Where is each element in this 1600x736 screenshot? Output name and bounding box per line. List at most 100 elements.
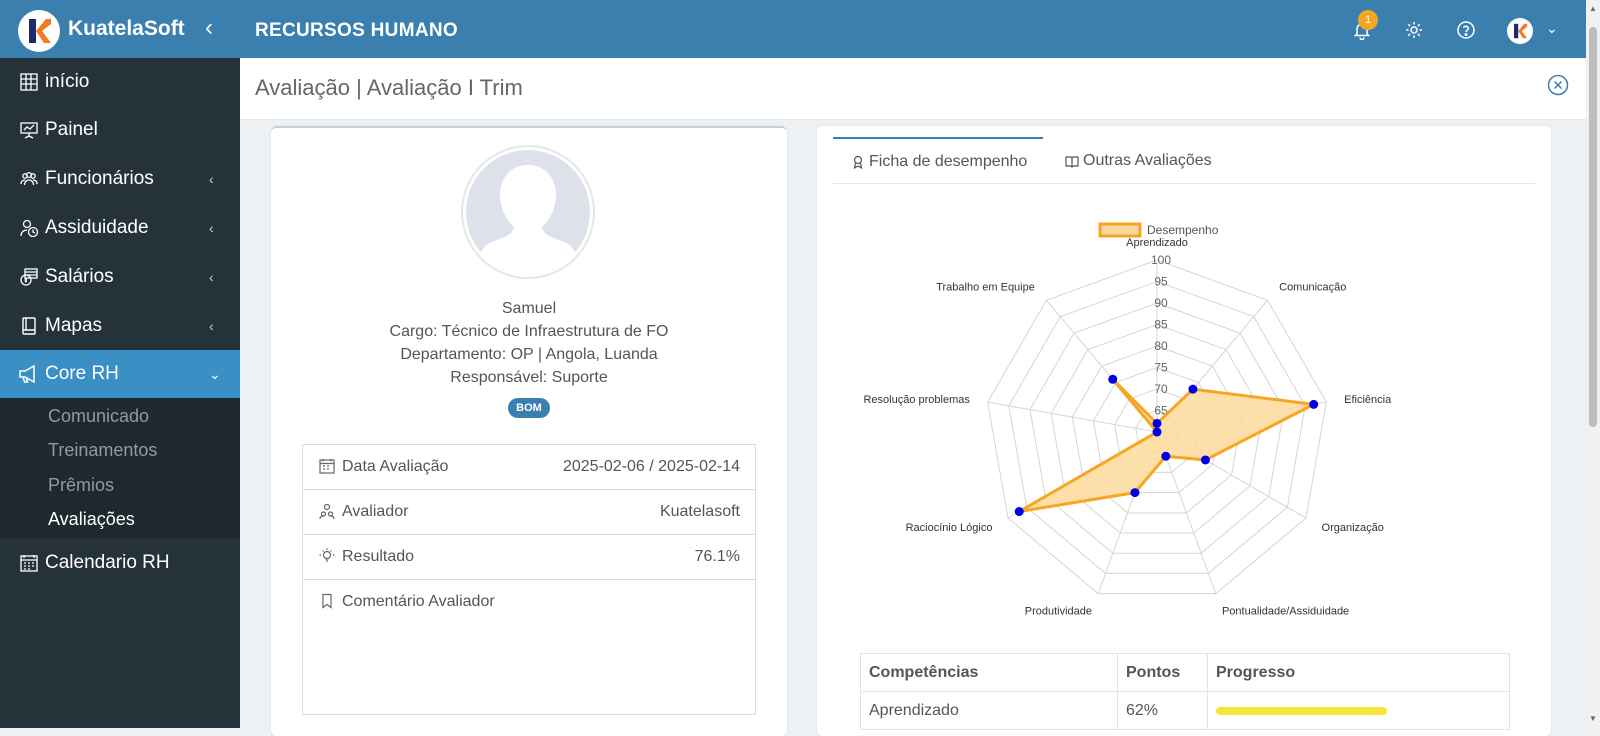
radar-chart-svg: 65 70 75 80 85 90 95 100 Aprendizado Comunicação E… (863, 222, 1392, 618)
progress-bar (1216, 706, 1387, 715)
employee-avatar (461, 145, 595, 279)
gear-icon[interactable] (1402, 18, 1426, 42)
module-title: RECURSOS HUMANO (255, 20, 458, 41)
scroll-up-arrow[interactable]: ▲ (1589, 4, 1597, 13)
table-cell-competencia: Aprendizado (860, 691, 1118, 730)
submenu-comunicado[interactable]: Comunicado (48, 406, 150, 426)
radar-axis-label: Produtividade (1025, 606, 1092, 618)
brand-name: KuatelaSoft (68, 17, 185, 40)
radar-data-point (1152, 418, 1162, 428)
performance-card: Ficha de desempenho Outras Avaliações 65… (817, 126, 1551, 736)
sidebar-item-assiduidade[interactable]: Assiduidade ‹ (0, 204, 240, 252)
table-header: Competências (860, 653, 1118, 692)
chevron-left-icon: ‹ (209, 318, 214, 334)
detail-row-data: Data Avaliação 2025-02-06 / 2025-02-14 (303, 445, 755, 490)
table-header-row: Competências Pontos Progresso (860, 653, 1510, 692)
radar-data-point (1200, 455, 1210, 465)
radar-series-desempenho (1017, 377, 1316, 514)
chevron-down-icon: ⌄ (209, 365, 221, 382)
radar-grid-ring (987, 259, 1327, 595)
bookmark-icon (319, 593, 337, 611)
table-cell-progresso (1207, 691, 1510, 730)
radar-tick-label: 75 (1154, 361, 1168, 375)
calendar-icon (319, 458, 337, 476)
radar-spoke (987, 401, 1158, 433)
close-icon[interactable] (1547, 74, 1569, 96)
radar-data-point (1130, 488, 1140, 498)
legend-label: Desempenho (1147, 223, 1219, 237)
top-bar: KuatelaSoft ‹ RECURSOS HUMANO 1 ⌄ (0, 0, 1600, 58)
scroll-thumb[interactable] (1589, 27, 1597, 427)
employee-name: Samuel (501, 300, 557, 317)
radar-axis-label: Resolução problemas (863, 394, 970, 406)
page-title: Avaliação | Avaliação I Trim (255, 75, 523, 100)
user-avatar[interactable] (1507, 18, 1533, 44)
radar-data-point (1014, 507, 1024, 517)
chevron-left-icon: ‹ (209, 171, 214, 187)
radar-axis-label: Trabalho em Equipe (936, 281, 1035, 293)
book-icon (18, 315, 40, 337)
radar-tick-label: 100 (1151, 253, 1171, 267)
radar-data-point (1152, 427, 1162, 437)
users-icon (18, 168, 40, 190)
detail-row-comentario: Comentário Avaliador (303, 580, 755, 625)
competencies-table: Competências Pontos Progresso Aprendizad… (860, 653, 1510, 730)
brand-logo[interactable] (18, 10, 60, 52)
notification-badge: 1 (1358, 10, 1378, 30)
employee-departamento: Departamento: OP | Angola, Luanda (400, 346, 658, 363)
radar-grid-ring (1008, 280, 1306, 574)
presentation-icon (18, 119, 40, 141)
sidebar-item-salarios[interactable]: Salários ‹ (0, 253, 240, 301)
sidebar-collapse-icon[interactable]: ‹ (205, 14, 213, 41)
sidebar: início Painel Funcionários ‹ Assiduidade… (0, 58, 240, 728)
radar-data-point (1161, 451, 1171, 461)
radar-grid-ring (1071, 345, 1243, 514)
radar-data-point (1309, 399, 1319, 409)
chevron-left-icon: ‹ (209, 269, 214, 285)
lightbulb-icon (319, 548, 337, 566)
radar-tick-label: 90 (1154, 296, 1168, 310)
tab-outras-avaliacoes[interactable]: Outras Avaliações (1065, 137, 1212, 184)
sidebar-item-core-rh[interactable]: Core RH ⌄ (0, 350, 240, 398)
core-rh-submenu: Comunicado Treinamentos Prêmios Avaliaçõ… (0, 398, 240, 538)
help-icon[interactable] (1454, 18, 1478, 42)
radar-grid-ring (1029, 302, 1285, 554)
radar-axis-label: Aprendizado (1126, 237, 1188, 249)
legend-swatch (1098, 222, 1142, 238)
page-header: Avaliação | Avaliação I Trim (240, 58, 1586, 120)
scrollbar[interactable]: ▲ ▼ (1586, 0, 1600, 728)
employee-card: Samuel Cargo: Técnico de Infraestrutura … (271, 126, 787, 736)
chevron-down-icon[interactable]: ⌄ (1546, 20, 1558, 36)
radar-axis-label: Raciocínio Lógico (906, 522, 993, 534)
detail-row-resultado: Resultado 76.1% (303, 535, 755, 580)
status-badge: BOM (508, 398, 550, 418)
radar-chart: 65 70 75 80 85 90 95 100 Aprendizado Comunicação E… (817, 216, 1551, 736)
radar-axis-label: Comunicação (1279, 281, 1346, 293)
sidebar-item-calendario-rh[interactable]: Calendario RH (0, 539, 240, 587)
tab-bar: Ficha de desempenho Outras Avaliações (833, 137, 1535, 184)
submenu-treinamentos[interactable]: Treinamentos (48, 440, 158, 460)
clock-user-icon (18, 217, 40, 239)
table-row: Aprendizado 62% (860, 691, 1510, 730)
radar-data-point (1188, 384, 1198, 394)
sidebar-item-inicio[interactable]: início (0, 58, 240, 106)
submenu-avaliacoes[interactable]: Avaliações (48, 509, 135, 529)
calendar-icon (18, 552, 40, 574)
tab-ficha-desempenho[interactable]: Ficha de desempenho (833, 137, 1043, 184)
radar-tick-label: 70 (1154, 382, 1168, 396)
sidebar-item-funcionarios[interactable]: Funcionários ‹ (0, 155, 240, 203)
sidebar-item-mapas[interactable]: Mapas ‹ (0, 302, 240, 350)
scroll-down-arrow[interactable]: ▼ (1589, 714, 1597, 723)
submenu-premios[interactable]: Prêmios (48, 475, 115, 495)
detail-row-avaliador: Avaliador Kuatelasoft (303, 490, 755, 535)
radar-axis-label: Pontualidade/Assiduidade (1222, 606, 1349, 618)
table-header: Progresso (1207, 653, 1510, 692)
radar-data-point (1108, 374, 1118, 384)
grid-icon (18, 71, 40, 93)
radar-tick-label: 80 (1154, 339, 1168, 353)
sidebar-item-painel[interactable]: Painel (0, 106, 240, 154)
megaphone-icon (18, 363, 40, 385)
employee-responsavel: Responsável: Suporte (450, 369, 608, 386)
users-icon (319, 503, 337, 521)
radar-tick-label: 95 (1154, 275, 1168, 289)
